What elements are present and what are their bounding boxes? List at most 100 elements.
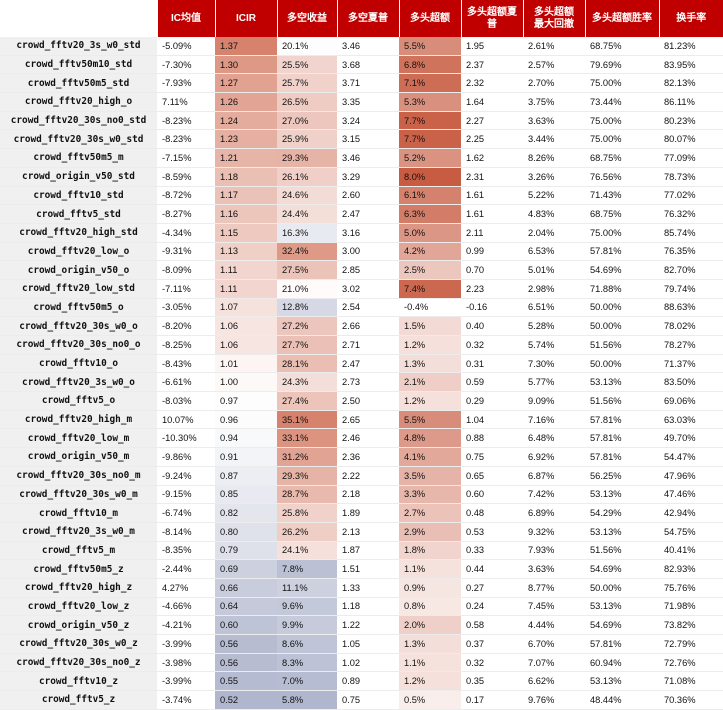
metric-cell: 3.44% bbox=[523, 129, 585, 150]
factor-name-cell: crowd_fftv20_30s_w0_z bbox=[0, 634, 157, 654]
metric-cell: 0.97 bbox=[215, 391, 277, 411]
metric-cell: -4.34% bbox=[157, 223, 215, 243]
table-row: crowd_fftv5_std -8.27% 1.16 24.4% 2.47 6.3% 1.… bbox=[0, 204, 723, 224]
metric-cell: 3.71 bbox=[337, 73, 399, 94]
metric-cell: 0.89 bbox=[337, 671, 399, 692]
metric-cell: 26.5% bbox=[277, 92, 337, 112]
metric-cell: 0.53 bbox=[461, 522, 523, 542]
table-row: crowd_origin_v50_std -8.59% 1.18 26.1% 3.29 8… bbox=[0, 167, 723, 187]
table-row: crowd_fftv5_z -3.74% 0.52 5.8% 0.75 0.5% 0.17 9… bbox=[0, 690, 723, 710]
metric-cell: 54.47% bbox=[659, 447, 723, 467]
metric-cell: 70.36% bbox=[659, 690, 723, 710]
metric-cell: 8.0% bbox=[399, 167, 461, 187]
metric-cell: -8.03% bbox=[157, 391, 215, 411]
factor-name-cell: crowd_fftv20_30s_no0_o bbox=[0, 335, 157, 355]
metric-cell: 0.87 bbox=[215, 466, 277, 486]
metric-cell: 83.95% bbox=[659, 55, 723, 75]
table-row: crowd_fftv20_high_std -4.34% 1.15 16.3% 3.16… bbox=[0, 223, 723, 243]
metric-cell: 7.16% bbox=[523, 410, 585, 430]
metric-cell: 0.9% bbox=[399, 578, 461, 598]
factor-name-cell: crowd_fftv20_high_o bbox=[0, 92, 157, 112]
metric-cell: 7.7% bbox=[399, 111, 461, 131]
metric-cell: 0.96 bbox=[215, 410, 277, 430]
factor-name-cell: crowd_fftv20_30s_no0_z bbox=[0, 653, 157, 673]
factor-name-cell: crowd_fftv10_m bbox=[0, 503, 157, 523]
metric-cell: 11.1% bbox=[277, 578, 337, 598]
metric-cell: 53.13% bbox=[585, 522, 659, 542]
metric-cell: 29.3% bbox=[277, 148, 337, 168]
metric-cell: 0.52 bbox=[215, 690, 277, 710]
metric-cell: 3.46 bbox=[337, 37, 399, 56]
metric-cell: -3.98% bbox=[157, 653, 215, 673]
metric-cell: -6.61% bbox=[157, 372, 215, 393]
table-row: crowd_fftv50m5_m -7.15% 1.21 29.3% 3.46 5.2% 1… bbox=[0, 148, 723, 168]
metric-cell: 2.31 bbox=[461, 167, 523, 187]
table-row: crowd_fftv20_3s_w0_m -8.14% 0.80 26.2% 2.13 2… bbox=[0, 522, 723, 542]
metric-cell: 1.02 bbox=[337, 653, 399, 673]
metric-cell: 0.79 bbox=[215, 541, 277, 561]
metric-cell: 60.94% bbox=[585, 653, 659, 673]
metric-cell: 0.82 bbox=[215, 503, 277, 523]
metric-cell: 1.15 bbox=[215, 223, 277, 243]
column-header: 多头超额 最大回撤 bbox=[522, 0, 585, 37]
metric-cell: 54.75% bbox=[659, 522, 723, 542]
metric-cell: 2.27 bbox=[461, 111, 523, 131]
metric-cell: 54.69% bbox=[585, 559, 659, 579]
metric-cell: 7.7% bbox=[399, 129, 461, 150]
metric-cell: 2.50 bbox=[337, 391, 399, 411]
metric-cell: 9.6% bbox=[277, 597, 337, 617]
metric-cell: 1.06 bbox=[215, 316, 277, 336]
metric-cell: 1.2% bbox=[399, 335, 461, 355]
metric-cell: -9.24% bbox=[157, 466, 215, 486]
metric-cell: -4.66% bbox=[157, 597, 215, 617]
metric-cell: 6.8% bbox=[399, 55, 461, 75]
table-row: crowd_fftv10_z -3.99% 0.55 7.0% 0.89 1.2% 0.35… bbox=[0, 671, 723, 692]
factor-name-cell: crowd_fftv20_30s_w0_o bbox=[0, 316, 157, 336]
metric-cell: 0.5% bbox=[399, 690, 461, 710]
metric-cell: 1.23 bbox=[215, 129, 277, 150]
metric-cell: 1.3% bbox=[399, 634, 461, 654]
metric-cell: 35.1% bbox=[277, 410, 337, 430]
metric-cell: 4.83% bbox=[523, 204, 585, 224]
metric-cell: 0.32 bbox=[461, 653, 523, 673]
metric-cell: 2.37 bbox=[461, 55, 523, 75]
factor-name-cell: crowd_fftv20_low_m bbox=[0, 428, 157, 449]
metric-cell: 1.2% bbox=[399, 391, 461, 411]
table-row: crowd_fftv20_high_z 4.27% 0.66 11.1% 1.33 0.9… bbox=[0, 578, 723, 598]
metric-cell: 82.93% bbox=[659, 559, 723, 579]
table-body: crowd_fftv20_3s_w0_std -5.09% 1.37 20.1% 3.4… bbox=[0, 37, 723, 710]
metric-cell: 9.76% bbox=[523, 690, 585, 710]
metric-cell: -7.93% bbox=[157, 73, 215, 94]
factor-name-cell: crowd_fftv5_std bbox=[0, 204, 157, 224]
column-header: 换手率 bbox=[658, 0, 723, 37]
corner-cell bbox=[0, 0, 157, 37]
metric-cell: 5.77% bbox=[523, 372, 585, 393]
metric-cell: 2.66 bbox=[337, 316, 399, 336]
metric-cell: 1.95 bbox=[461, 37, 523, 56]
metric-cell: 2.61% bbox=[523, 37, 585, 56]
metric-cell: -8.25% bbox=[157, 335, 215, 355]
factor-name-cell: crowd_origin_v50_m bbox=[0, 447, 157, 467]
metric-cell: 5.5% bbox=[399, 37, 461, 56]
metric-cell: 53.13% bbox=[585, 485, 659, 505]
metric-cell: 7.42% bbox=[523, 485, 585, 505]
metric-cell: 27.5% bbox=[277, 260, 337, 280]
metric-cell: -8.59% bbox=[157, 167, 215, 187]
factor-name-cell: crowd_fftv20_low_z bbox=[0, 597, 157, 617]
table-row: crowd_fftv20_low_std -7.11% 1.11 21.0% 3.02 7… bbox=[0, 279, 723, 299]
column-header: 多头超额夏普 bbox=[460, 0, 523, 37]
metric-cell: 2.36 bbox=[337, 447, 399, 467]
metric-cell: 6.89% bbox=[523, 503, 585, 523]
metric-cell: -8.43% bbox=[157, 354, 215, 374]
metric-cell: 1.61 bbox=[461, 186, 523, 206]
metric-cell: -8.23% bbox=[157, 129, 215, 150]
metric-cell: 2.5% bbox=[399, 260, 461, 280]
metric-cell: 0.99 bbox=[461, 242, 523, 262]
metric-cell: 0.94 bbox=[215, 428, 277, 449]
metric-cell: 72.79% bbox=[659, 634, 723, 654]
factor-name-cell: crowd_fftv50m5_std bbox=[0, 73, 157, 94]
metric-cell: 75.00% bbox=[585, 73, 659, 94]
metric-cell: 3.46 bbox=[337, 148, 399, 168]
metric-cell: 0.58 bbox=[461, 615, 523, 635]
